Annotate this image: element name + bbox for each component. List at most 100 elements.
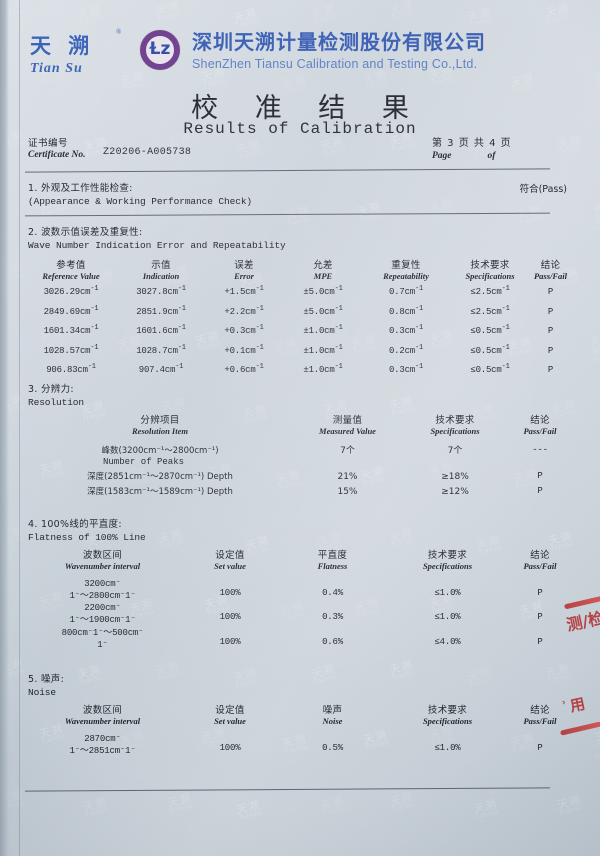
section3-heading-chinese: 3. 分辨力: (28, 384, 74, 395)
table-row: 2849.69cm-1 2851.9cm-1 +2.2cm-1 ±5.0cm-1 0.8… (25, 304, 570, 328)
cell-mpe: ±1.0cm-1 (303, 363, 343, 375)
cell-mpe: ±1.0cm-1 (303, 324, 343, 336)
cell-reference-value: 1028.57cm-1 (43, 343, 99, 356)
table-header-row: 分辨项目 Resolution Item 测量值 Measured Value … (25, 415, 570, 443)
page-title-chinese: 校 准 结 果 (191, 93, 423, 124)
table-header-row: 波数区间 Wavenumber interval 设定值 Set value 噪… (25, 705, 570, 733)
table-row: 3200cm⁻ 1⁻～2800cm⁻1⁻ 100% 0.4% ≤1.0% P (25, 578, 570, 602)
cell-pass-fail: --- (532, 445, 548, 455)
cell-resolution-item: 深度(1583cm⁻¹～1589cm⁻¹) Depth (87, 486, 233, 497)
table-row: 深度(1583cm⁻¹～1589cm⁻¹) Depth 15% ≥12% P (25, 484, 570, 498)
company-name-english: ShenZhen Tiansu Calibration and Testing … (192, 57, 478, 71)
registered-trademark-icon: ® (116, 28, 122, 36)
cell-specification: ≤0.5cm-1 (470, 343, 510, 356)
col-measured-value: 测量值 Measured Value (319, 415, 376, 437)
page-label: Page (432, 150, 452, 161)
cell-measured-value: 21% (337, 472, 358, 483)
cell-reference-value: 2849.69cm-1 (43, 304, 99, 317)
cell-specification: ≤2.5cm-1 (470, 304, 510, 317)
cell-pass-fail: P (547, 365, 554, 375)
cell-measured-value: 15% (337, 486, 358, 497)
table-row: 1028.57cm-1 1028.7cm-1 +0.1cm-1 ±1.0cm-1 0.2… (25, 343, 570, 367)
cell-specification: ≥12% (441, 486, 469, 497)
col-pass-fail: 结论 Pass/Fail (523, 550, 557, 572)
section5-heading-chinese: 5. 噪声: (28, 674, 65, 685)
cell-indication: 3027.8cm-1 (136, 285, 186, 297)
col-pass-fail: 结论 Pass/Fail (523, 415, 557, 437)
table-row: 峰数(3200cm⁻¹～2800cm⁻¹) Number of Peaks 7个 7个… (25, 443, 570, 469)
cell-flatness: 0.6% (322, 636, 343, 647)
cell-mpe: ±1.0cm-1 (303, 343, 343, 356)
page-number-chinese: 第 3 页 共 4 页 (432, 138, 512, 149)
cell-pass-fail: P (537, 588, 543, 598)
col-error: 误差 Error (234, 260, 254, 282)
cell-specification: ≤0.5cm-1 (470, 324, 510, 336)
col-noise: 噪声 Noise (322, 705, 343, 727)
cell-repeatability: 0.7cm-1 (388, 285, 424, 297)
cell-indication: 1028.7cm-1 (136, 343, 186, 356)
cell-measured-value: 7个 (340, 446, 355, 456)
cell-noise: 0.5% (322, 743, 343, 753)
certificate-label-english: Certificate No. (28, 149, 86, 160)
col-specifications: 技术要求 Specifications (422, 550, 473, 572)
col-wavenumber-interval: 波数区间 Wavenumber interval (64, 705, 141, 727)
col-pass-fail: 结论 Pass/Fail (533, 260, 568, 282)
cell-pass-fail: P (547, 287, 554, 297)
col-reference-value: 参考值 Reference Value (42, 260, 100, 282)
section4-heading-english: Flatness of 100% Line (28, 532, 146, 543)
table-header-row: 波数区间 Wavenumber interval 设定值 Set value 平… (25, 550, 570, 578)
cell-error: +0.1cm-1 (224, 343, 264, 356)
section3-heading-english: Resolution (28, 397, 85, 408)
logo-chinese-text: 天 溯 (30, 34, 95, 58)
certificate-number-value: Z20206-A005738 (103, 147, 192, 158)
cell-pass-fail: P (547, 326, 554, 336)
logo-english-text: Tian Su (30, 61, 83, 76)
table-row: 1601.34cm-1 1601.6cm-1 +0.3cm-1 ±1.0cm-1 0.3… (25, 324, 570, 347)
resolution-table: 分辨项目 Resolution Item 测量值 Measured Value … (25, 415, 570, 498)
cell-resolution-item: 深度(2851cm⁻¹～2870cm⁻¹) Depth (87, 472, 233, 483)
certificate-no-label: 证书编号 Certificate No. (28, 138, 86, 162)
cell-pass-fail: P (537, 485, 543, 496)
table-row: 906.83cm-1 907.4cm-1 +0.6cm-1 ±1.0cm-1 0.3cm… (25, 363, 570, 386)
divider-section1 (25, 212, 550, 217)
cell-set-value: 100% (219, 588, 241, 598)
emblem-bolt-icon: Ɫz (149, 39, 171, 60)
cell-error: +0.3cm-1 (224, 324, 264, 336)
cell-specification: ≤1.0% (434, 743, 461, 753)
cell-flatness: 0.3% (322, 612, 343, 623)
cell-reference-value: 1601.34cm-1 (43, 324, 99, 336)
section4-heading-chinese: 4. 100%线的平直度: (28, 519, 122, 530)
red-seal-stamp: 测/检 › 用 (559, 595, 600, 773)
cell-wavenumber-interval: 2870cm⁻ 1⁻～2851cm⁻1⁻ (69, 734, 136, 757)
emblem-inner-ring (144, 34, 176, 66)
cell-specification: ≤4.0% (434, 636, 461, 647)
cell-specification: ≤1.0% (434, 612, 461, 623)
table-row: 深度(2851cm⁻¹～2870cm⁻¹) Depth 21% ≥18% P (25, 469, 570, 483)
cell-error: +1.5cm-1 (224, 285, 264, 297)
col-specifications: 技术要求 Specifications (422, 705, 473, 727)
cell-indication: 2851.9cm-1 (136, 304, 186, 317)
cell-specification: ≤0.5cm-1 (470, 363, 510, 375)
col-repeatability: 重复性 Repeatability (383, 260, 429, 282)
section1-heading-chinese: 1. 外观及工作性能检查: (28, 183, 133, 194)
cell-wavenumber-interval: 2200cm⁻ 1⁻～1900cm⁻1⁻ (69, 603, 136, 626)
col-wavenumber-interval: 波数区间 Wavenumber interval (64, 550, 141, 572)
divider-footer (25, 787, 550, 792)
cell-error: +0.6cm-1 (224, 363, 264, 375)
cell-pass-fail: P (547, 306, 554, 317)
cell-reference-value: 906.83cm-1 (46, 363, 96, 375)
noise-table: 波数区间 Wavenumber interval 设定值 Set value 噪… (25, 705, 570, 757)
col-set-value: 设定值 Set value (214, 705, 246, 727)
table-row: 800cm⁻1⁻～500cm⁻ 1⁻ 100% 0.6% ≤4.0% P (25, 627, 570, 651)
company-name-chinese: 深圳天溯计量检测股份有限公司 (192, 30, 486, 54)
cell-mpe: ±5.0cm-1 (303, 304, 343, 317)
cell-pass-fail: P (547, 345, 554, 356)
cell-wavenumber-interval: 3200cm⁻ 1⁻～2800cm⁻1⁻ (69, 579, 136, 602)
cell-set-value: 100% (219, 612, 241, 623)
table-row: 2870cm⁻ 1⁻～2851cm⁻1⁻ 100% 0.5% ≤1.0% P (25, 733, 570, 757)
col-set-value: 设定值 Set value (214, 550, 246, 572)
table-header-row: 参考值 Reference Value 示值 Indication 误差 Err… (25, 260, 570, 288)
cell-error: +2.2cm-1 (224, 304, 264, 317)
section5-heading-english: Noise (28, 687, 57, 698)
